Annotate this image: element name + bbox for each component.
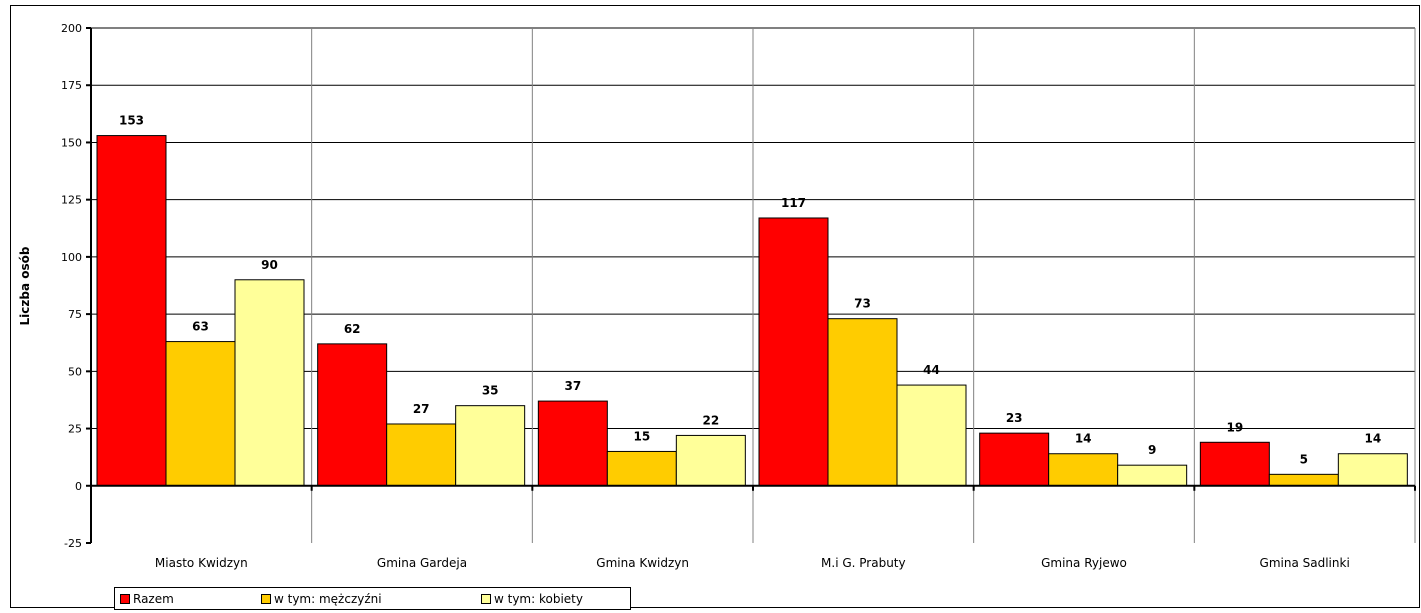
bars: [96, 135, 1408, 487]
data-label: 90: [261, 258, 278, 272]
data-label: 117: [781, 196, 806, 210]
legend-label: w tym: mężczyźni: [274, 591, 382, 606]
chart-frame: [10, 5, 1420, 608]
x-tick-label: Miasto Kwidzyn: [155, 556, 248, 570]
bar: [758, 217, 829, 487]
legend-label: w tym: kobiety: [494, 591, 583, 606]
data-label: 63: [192, 320, 209, 334]
legend-item-razem: Razem: [120, 588, 174, 609]
bar: [165, 341, 236, 487]
y-axis-label: Liczba osób: [18, 246, 32, 325]
y-tick-label: 200: [61, 22, 82, 35]
data-label: 9: [1148, 443, 1156, 457]
data-label: 14: [1364, 432, 1381, 446]
axes: -25 0 25 50 75 100 125 150 175 200 Miasto Kwidzyn G…: [61, 22, 1416, 570]
y-tick-label: 125: [61, 194, 82, 207]
y-tick-label: 150: [61, 136, 82, 149]
bar: [1337, 453, 1408, 487]
y-tick-label: 50: [68, 365, 82, 378]
y-tick-label: 75: [68, 308, 82, 321]
x-tick-label: Gmina Gardeja: [377, 556, 467, 570]
legend-swatch-icon: [481, 593, 491, 604]
bar: [1199, 441, 1270, 487]
bar: [606, 450, 677, 487]
legend-item-mezczyzni: w tym: mężczyźni: [261, 588, 382, 609]
x-tick-label: Gmina Ryjewo: [1041, 556, 1127, 570]
bar: [455, 405, 526, 487]
y-tick-label: 175: [61, 79, 82, 92]
legend-item-kobiety: w tym: kobiety: [481, 588, 583, 609]
bar: [386, 423, 457, 487]
data-label: 153: [119, 114, 144, 128]
data-label: 27: [413, 402, 430, 416]
x-tick-label: Gmina Sadlinki: [1260, 556, 1350, 570]
legend-label: Razem: [133, 591, 174, 606]
y-tick-label: -25: [64, 537, 82, 550]
data-label: 62: [344, 322, 361, 336]
legend: Razem w tym: mężczyźni w tym: kobiety: [114, 587, 631, 610]
y-tick-label: 0: [75, 480, 82, 493]
data-label: 37: [564, 379, 581, 393]
bar: [896, 384, 967, 487]
bar: [1117, 464, 1188, 487]
data-label: 19: [1226, 420, 1243, 434]
data-label: 23: [1006, 411, 1023, 425]
bar: [234, 279, 305, 487]
data-label: 22: [702, 413, 719, 427]
legend-swatch-icon: [261, 593, 271, 604]
data-label: 14: [1075, 432, 1092, 446]
legend-swatch-icon: [120, 593, 130, 604]
data-label: 73: [854, 297, 871, 311]
bar: [1048, 453, 1119, 487]
x-tick-label: M.i G. Prabuty: [821, 556, 906, 570]
data-label: 44: [923, 363, 940, 377]
x-tick-label: Gmina Kwidzyn: [596, 556, 689, 570]
data-label: 5: [1300, 452, 1308, 466]
bar: [675, 434, 746, 487]
data-label: 15: [633, 429, 650, 443]
y-tick-label: 100: [61, 251, 82, 264]
y-tick-label: 25: [68, 423, 82, 436]
bar: [537, 400, 608, 487]
bar: [979, 432, 1050, 487]
bar: [96, 135, 167, 487]
bar: [1268, 473, 1339, 487]
bar: [827, 318, 898, 487]
bar: [317, 343, 388, 487]
data-label: 35: [482, 384, 499, 398]
gridlines: [91, 27, 1416, 543]
